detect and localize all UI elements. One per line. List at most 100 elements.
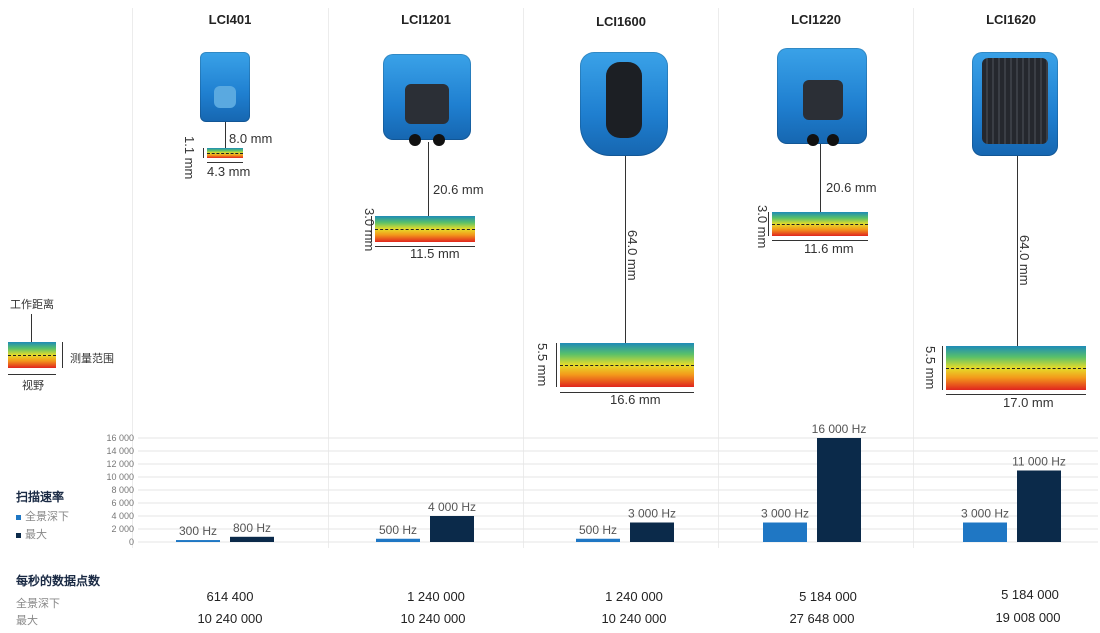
bar-value-label: 11 000 Hz [1012, 455, 1066, 469]
measuring-range-label: 3.0 mm [755, 205, 770, 249]
fov-label: 17.0 mm [1003, 395, 1054, 410]
measuring-range-label: 5.5 mm [535, 343, 550, 387]
measuring-range-label: 5.5 mm [923, 346, 938, 390]
fov-label: 16.6 mm [610, 392, 661, 407]
measurement-field [560, 343, 694, 387]
pps-full-depth-value: 614 400 [206, 589, 254, 604]
working-distance-arrow [428, 142, 429, 228]
fov-line [772, 240, 868, 241]
measuring-range-label: 3.0 mm [362, 208, 377, 252]
product-image-lci1220 [777, 48, 867, 146]
bar [230, 536, 274, 542]
product-title: LCI1620 [986, 12, 1036, 27]
legend-swatch-full-depth [16, 514, 21, 520]
bar-value-label: 300 Hz [179, 524, 217, 538]
working-distance-label: 20.6 mm [826, 180, 877, 195]
measuring-range-legend-label: 测量范围 [70, 353, 114, 365]
bar [630, 522, 674, 542]
range-line [768, 212, 769, 236]
bar-value-label: 500 Hz [379, 523, 417, 537]
bar [963, 522, 1007, 542]
fov-label: 11.6 mm [804, 241, 854, 256]
scan-rate-chart: 0 2 000 4 000 6 000 8 000 10 000 12 000 14 000 1… [106, 422, 1098, 547]
column-separator [132, 8, 133, 548]
pps-full-depth-value: 1 240 000 [407, 589, 465, 604]
pps-full-depth-label: 全景深下 [16, 598, 60, 610]
working-distance-label: 64.0 mm [1017, 235, 1032, 286]
pps-max-value: 10 240 000 [400, 611, 466, 626]
legend-swatch-max [16, 532, 21, 538]
measuring-range-label: 1.1 mm [182, 136, 197, 180]
fov-line [946, 394, 1086, 395]
product-title: LCI1201 [401, 12, 451, 27]
y-tick-label: 10 000 [106, 472, 134, 482]
bar-value-label: 4 000 Hz [428, 500, 476, 514]
points-per-second-title: 每秒的数据点数 [16, 574, 101, 588]
product-title: LCI1600 [596, 14, 646, 29]
measurement-field [772, 212, 868, 236]
pps-full-depth-value: 1 240 000 [605, 589, 663, 604]
pps-full-depth-value: 5 184 000 [799, 589, 857, 604]
y-tick-label: 8 000 [111, 485, 134, 495]
product-image-lci1201 [383, 54, 471, 146]
bar-value-label: 3 000 Hz [628, 507, 676, 521]
range-line [942, 346, 943, 390]
legend-measurement-field [8, 342, 56, 368]
column-separator [523, 8, 524, 548]
legend-max-label: 最大 [25, 529, 47, 541]
fov-legend-label: 视野 [22, 380, 44, 392]
working-distance-arrow [225, 122, 226, 158]
product-image-lci401 [200, 52, 250, 122]
y-tick-label: 14 000 [106, 446, 134, 456]
measurement-field [207, 148, 243, 158]
pps-max-value: 10 240 000 [197, 611, 263, 626]
fov-line [560, 392, 694, 393]
legend-full-depth: 全景深下 [16, 508, 69, 524]
y-tick-label: 16 000 [106, 433, 134, 443]
pps-max-value: 19 008 000 [995, 610, 1061, 625]
range-line [371, 216, 372, 242]
working-distance-arrow [625, 156, 626, 366]
pps-max-label: 最大 [16, 615, 38, 627]
scan-rate-title: 扫描速率 [16, 490, 65, 504]
column-separator [718, 8, 719, 548]
y-tick-label: 12 000 [106, 459, 134, 469]
bar [763, 522, 807, 542]
working-distance-legend-arrow [31, 314, 32, 354]
product-title: LCI401 [208, 12, 252, 27]
product-title: LCI1220 [791, 12, 841, 27]
measuring-range-legend-arrow [62, 342, 63, 368]
column-separator [913, 8, 914, 548]
pps-max-value: 10 240 000 [601, 611, 667, 626]
working-distance-legend-label: 工作距离 [10, 299, 54, 311]
bar-value-label: 800 Hz [233, 521, 271, 535]
range-line [556, 343, 557, 387]
y-tick-label: 4 000 [111, 511, 134, 521]
working-distance-arrow [820, 144, 821, 224]
bar [817, 438, 861, 542]
fov-label: 4.3 mm [207, 164, 251, 179]
bar [576, 538, 620, 542]
bar-value-label: 500 Hz [579, 523, 617, 537]
fov-line [375, 246, 475, 247]
bar [1017, 470, 1061, 542]
fov-legend-line [8, 374, 56, 375]
bar-value-label: 3 000 Hz [761, 507, 809, 521]
column-separator [328, 8, 329, 548]
product-image-lci1600 [580, 52, 668, 156]
legend-full-depth-label: 全景深下 [25, 511, 69, 523]
measurement-field [946, 346, 1086, 390]
legend-max: 最大 [16, 526, 47, 542]
bar [376, 538, 420, 542]
bar-value-label: 16 000 Hz [812, 422, 867, 436]
working-distance-label: 8.0 mm [229, 131, 273, 146]
product-image-lci1620 [972, 52, 1058, 156]
pps-max-value: 27 648 000 [789, 611, 855, 626]
working-distance-arrow [1017, 156, 1018, 368]
y-tick-label: 6 000 [111, 498, 134, 508]
working-distance-label: 64.0 mm [625, 230, 640, 281]
bar [176, 540, 220, 542]
measurement-field [375, 216, 475, 242]
fov-label: 11.5 mm [410, 246, 460, 261]
y-tick-label: 0 [129, 537, 134, 547]
